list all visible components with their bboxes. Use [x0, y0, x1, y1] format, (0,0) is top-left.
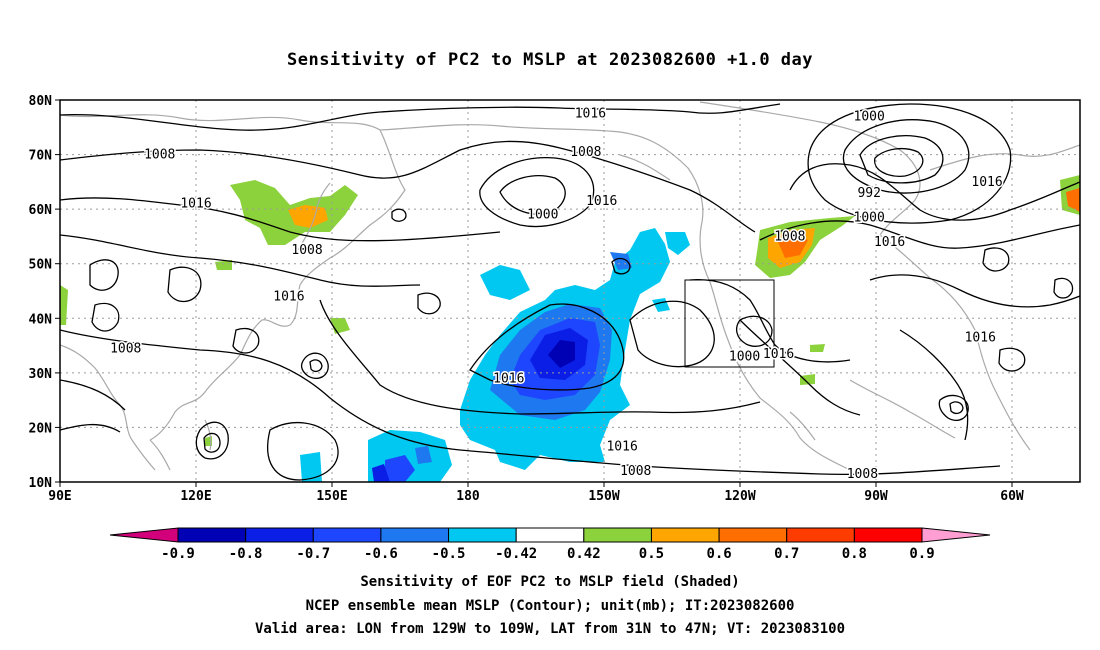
grid: [60, 100, 1080, 482]
contour-label: 1000: [729, 349, 760, 364]
contour-label: 1008: [847, 467, 878, 482]
colorbar: -0.9 -0.8 -0.7 -0.6 -0.5 -0.42 0.42 0.5 0.6 0.7 0.…: [109, 527, 991, 562]
colorbar-box: [515, 527, 585, 543]
colorbar-label: -0.5: [432, 546, 466, 562]
lat-label: 40N: [29, 312, 53, 327]
coastlines: [60, 101, 1080, 471]
lon-label: 60W: [1000, 489, 1024, 504]
lat-label: 60N: [29, 203, 53, 218]
lon-label: 150E: [316, 489, 347, 504]
contour-label: 1016: [180, 197, 211, 212]
plot-title: Sensitivity of PC2 to MSLP at 2023082600…: [286, 50, 813, 70]
contour-label: 1008: [110, 341, 141, 356]
colorbar-box: [718, 527, 788, 543]
colorbar-label: -0.42: [495, 546, 537, 562]
contour-label: 1008: [620, 464, 651, 479]
footer-line-1: Sensitivity of EOF PC2 to MSLP field (Sh…: [360, 574, 740, 590]
contour-label: 1016: [763, 347, 794, 362]
lat-labels: 80N 70N 60N 50N 40N 30N 20N 10N: [29, 94, 53, 491]
lon-label: 90E: [48, 489, 71, 504]
contour-label: 1000: [854, 109, 885, 124]
colorbar-box: [312, 527, 382, 543]
colorbar-high-triangle: [921, 527, 991, 543]
lat-label: 50N: [29, 258, 53, 273]
footer-line-3: Valid area: LON from 129W to 109W, LAT f…: [254, 621, 845, 637]
contour-label: 1016: [874, 235, 905, 250]
valid-area-box: [684, 279, 775, 368]
lon-label: 120W: [724, 489, 755, 504]
axis-ticks: [55, 99, 1013, 487]
contour-label: 1008: [144, 148, 175, 163]
colorbar-box: [853, 527, 923, 543]
contour-label: 1008: [774, 229, 805, 244]
lat-label: 30N: [29, 367, 53, 382]
colorbar-box: [650, 527, 720, 543]
contour-label: 1000: [854, 210, 885, 225]
contour-label: 1016: [586, 194, 617, 209]
colorbar-label: 0.9: [909, 546, 934, 562]
colorbar-low-triangle: [109, 527, 179, 543]
colorbar-label: 0.8: [842, 546, 867, 562]
contour-label: 1016: [273, 289, 304, 304]
lat-label: 80N: [29, 94, 53, 109]
contour-label: 992: [857, 186, 880, 201]
colorbar-label: 0.42: [567, 546, 601, 562]
lon-label: 150W: [588, 489, 619, 504]
contour-label: 1016: [965, 330, 996, 345]
colorbar-label: -0.7: [296, 546, 330, 562]
map-frame: [59, 99, 1081, 483]
lat-label: 10N: [29, 476, 53, 491]
map-canvas: 80N 70N 60N 50N 40N 30N 20N 10N 90E 120E…: [29, 94, 1081, 504]
colorbar-label: 0.5: [639, 546, 664, 562]
contour-label: 1000: [527, 208, 558, 223]
colorbar-label: 0.6: [706, 546, 731, 562]
contour-label: 1016: [493, 371, 524, 386]
colorbar-box: [448, 527, 517, 543]
lat-label: 70N: [29, 149, 53, 164]
colorbar-box: [583, 527, 652, 543]
colorbar-label: -0.6: [364, 546, 398, 562]
contour-label: 1008: [570, 145, 601, 160]
footer-line-2: NCEP ensemble mean MSLP (Contour); unit(…: [305, 598, 795, 614]
mslp-contours: [60, 103, 1080, 481]
contour-label: 1016: [606, 440, 637, 455]
lon-labels: 90E 120E 150E 180 150W 120W 90W 60W: [48, 489, 1024, 504]
colorbar-box: [786, 527, 855, 543]
contour-label: 1016: [575, 107, 606, 122]
contour-label: 1008: [291, 243, 322, 258]
colorbar-box: [380, 527, 450, 543]
lon-label: 90W: [864, 489, 888, 504]
contour-label: 1016: [971, 175, 1002, 190]
lon-label: 180: [456, 489, 480, 504]
colorbar-label: -0.9: [161, 546, 195, 562]
colorbar-label: -0.8: [229, 546, 263, 562]
colorbar-box: [177, 527, 247, 543]
lat-label: 20N: [29, 421, 53, 436]
lon-label: 120E: [180, 489, 211, 504]
colorbar-box: [245, 527, 314, 543]
shaded-negative-region: [300, 228, 690, 482]
colorbar-label: 0.7: [774, 546, 799, 562]
